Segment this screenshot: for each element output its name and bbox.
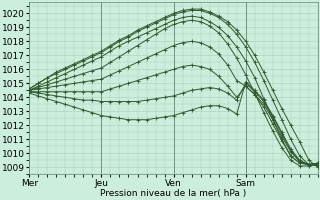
X-axis label: Pression niveau de la mer( hPa ): Pression niveau de la mer( hPa ) (100, 189, 247, 198)
